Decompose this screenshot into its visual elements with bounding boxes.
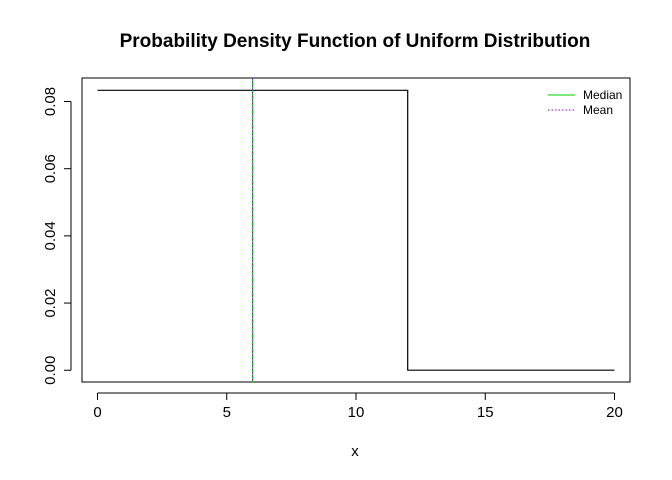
- x-axis: 0 5 10 15 20: [93, 392, 623, 421]
- x-axis-label: x: [351, 443, 359, 460]
- y-tick-label: 0.08: [42, 87, 59, 116]
- legend-label-median: Median: [583, 88, 622, 102]
- x-tick-label: 15: [477, 404, 494, 421]
- density-line: [97, 89, 615, 371]
- x-tick-label: 20: [606, 404, 623, 421]
- y-axis: 0.00 0.02 0.04 0.06 0.08: [42, 87, 72, 385]
- x-tick-label: 10: [348, 404, 365, 421]
- plot-frame: [81, 77, 631, 383]
- x-tick-label: 0: [93, 404, 101, 421]
- y-tick-label: 0.04: [42, 221, 59, 250]
- y-tick-label: 0.06: [42, 154, 59, 183]
- chart-title: Probability Density Function of Uniform …: [120, 31, 591, 52]
- legend-label-mean: Mean: [583, 103, 613, 117]
- x-tick-label: 5: [223, 404, 231, 421]
- y-tick-label: 0.02: [42, 288, 59, 317]
- series-layer: [97, 89, 615, 371]
- y-tick-label: 0.00: [42, 356, 59, 385]
